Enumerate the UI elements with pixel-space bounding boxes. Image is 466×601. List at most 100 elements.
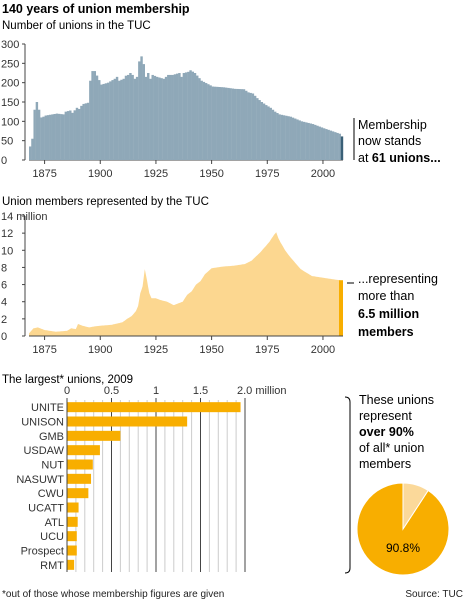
year-bar (251, 93, 255, 160)
year-bar (198, 78, 201, 160)
year-bar (338, 133, 341, 160)
year-bar (144, 76, 148, 160)
year-bar (173, 74, 177, 160)
chart2-y-tick-label: 14 million (1, 211, 47, 223)
chart3-x-unit-label: 2.0 million (237, 385, 287, 397)
year-bar (126, 74, 130, 160)
year-bar (100, 84, 103, 160)
chart2-annotation: ...representing more than 6.5 million me… (347, 272, 438, 339)
chart2-y-tick-label: 12 (1, 228, 13, 240)
year-bar (149, 78, 152, 160)
union-label: CWU (38, 488, 64, 500)
chart1-x-tick-label: 1950 (199, 168, 223, 180)
year-bar (33, 109, 36, 160)
year-bar (138, 61, 141, 160)
union-bar (67, 459, 93, 470)
year-bar (229, 88, 232, 160)
year-bar (191, 71, 194, 160)
year-bar (269, 107, 272, 160)
year-bar (331, 131, 335, 160)
chart1-y-tick-label: 200 (1, 78, 19, 90)
year-bar (289, 116, 292, 160)
year-bar (91, 71, 94, 160)
year-bar (37, 109, 41, 160)
year-bar (158, 77, 161, 160)
chart3-x-tick-label: 0.5 (104, 385, 119, 397)
year-bar (256, 98, 259, 160)
year-bar (213, 86, 217, 160)
chart1-x-tick-label: 1875 (32, 168, 56, 180)
year-bar (62, 114, 65, 160)
chart3-largest-unions: 0 0.5 1 1.5 2.0 million UNITE UNISON GMB USDAW NU… (16, 385, 287, 572)
year-bar (282, 115, 286, 160)
chart1-annotation-line-1: Membership (358, 118, 427, 132)
year-bar (51, 114, 54, 160)
pie-chart: 90.8% (356, 482, 450, 576)
year-bar (334, 132, 337, 160)
year-bar (318, 126, 321, 160)
year-bar (167, 74, 170, 160)
union-bar (67, 488, 89, 499)
year-bar (84, 103, 88, 160)
year-bar (171, 74, 174, 160)
year-bar (302, 121, 306, 160)
year-bar (247, 92, 250, 160)
year-bar (113, 78, 117, 160)
year-bar (133, 78, 137, 160)
year-bar (147, 73, 150, 160)
chart3-title: The largest* unions, 2009 (2, 374, 133, 386)
chart1-y-tick-label: 50 (1, 136, 13, 148)
union-label: GMB (39, 431, 64, 443)
year-bar (182, 73, 186, 160)
year-bar (124, 75, 128, 160)
union-label: NASUWT (16, 474, 64, 486)
union-bar (67, 531, 77, 542)
year-bar (291, 117, 295, 160)
highlight-bar (340, 136, 344, 160)
year-bar (271, 109, 275, 160)
year-bar (227, 87, 230, 160)
year-bar (106, 82, 110, 160)
year-bar (175, 73, 179, 160)
year-bar (320, 127, 324, 160)
chart2-x-tick-label: 1950 (199, 344, 223, 356)
year-bar (273, 111, 277, 160)
year-bar (44, 115, 48, 160)
year-bar (258, 100, 261, 160)
union-label: Prospect (21, 546, 64, 558)
year-bar (240, 89, 243, 160)
year-bar (280, 114, 284, 160)
chart1-x-tick-label: 1975 (255, 168, 279, 180)
year-bar (187, 71, 190, 160)
chart3-annotation: These unions represent over 90% of all* … (344, 393, 434, 574)
current-members-bar (339, 280, 343, 336)
year-bar (267, 106, 270, 160)
chart2-y-tick-label: 10 (1, 245, 13, 257)
year-bar (93, 71, 97, 160)
year-bar (316, 125, 319, 160)
year-bar (102, 83, 105, 160)
year-bar (287, 116, 290, 160)
union-label: UNITE (31, 402, 64, 414)
year-bar (57, 113, 61, 160)
chart3-x-tick-label: 0 (64, 385, 70, 397)
chart2-x-tick-label: 1925 (144, 344, 168, 356)
year-bar (238, 89, 241, 160)
year-bar (140, 56, 143, 160)
year-bar (296, 119, 299, 160)
chart2-annotation-line-4: members (358, 325, 414, 339)
union-bar (67, 416, 188, 427)
chart2-x-tick-label: 1900 (88, 344, 112, 356)
chart1-y-tick-label: 100 (1, 116, 19, 128)
chart3-x-tick-label: 1 (153, 385, 159, 397)
chart1-title: Number of unions in the TUC (2, 20, 151, 32)
chart3-annotation-line-4: of all* union (359, 441, 424, 455)
year-bar (189, 70, 192, 160)
year-bar (115, 76, 119, 160)
year-bar (180, 76, 183, 160)
year-bar (169, 74, 172, 160)
year-bar (204, 83, 208, 160)
year-bar (242, 89, 246, 160)
year-bar (222, 87, 226, 160)
